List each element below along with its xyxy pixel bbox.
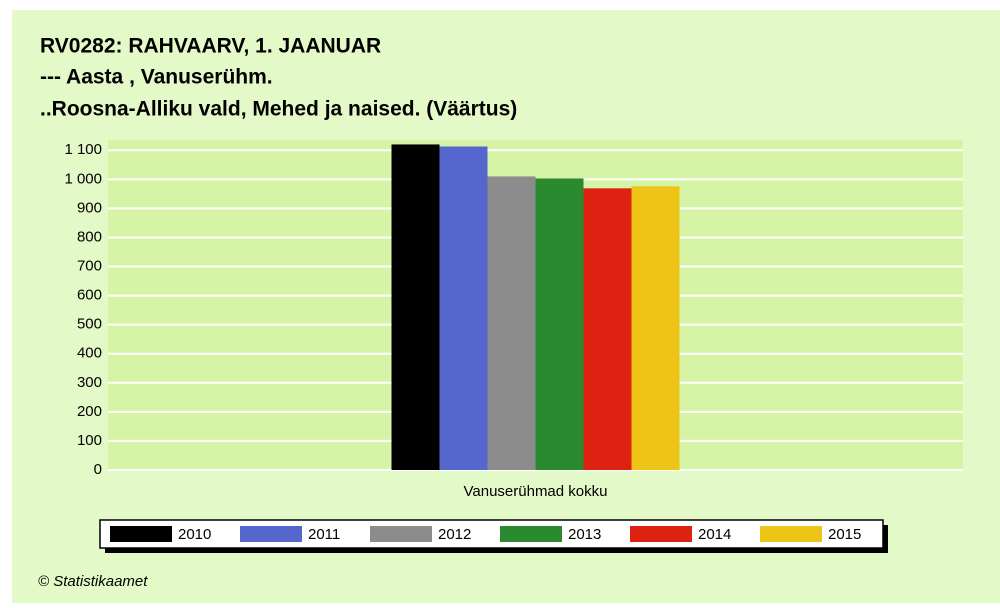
bar — [583, 188, 632, 470]
legend-label: 2010 — [178, 526, 211, 543]
y-tick-label: 0 — [94, 461, 102, 478]
legend-swatch — [500, 526, 562, 542]
chart-title: --- Aasta , Vanuserühm. — [40, 66, 273, 89]
legend-label: 2015 — [828, 526, 861, 543]
y-tick-label: 1 000 — [64, 170, 102, 187]
y-tick-label: 900 — [77, 199, 102, 216]
legend — [99, 519, 884, 549]
legend-swatch — [630, 526, 692, 542]
chart-title: ..Roosna-Alliku vald, Mehed ja naised. (… — [40, 98, 517, 121]
y-tick-label: 800 — [77, 228, 102, 245]
y-tick-label: 400 — [77, 345, 102, 362]
y-tick-label: 100 — [77, 432, 102, 449]
bar — [391, 144, 440, 470]
bar — [487, 176, 536, 470]
legend-swatch — [240, 526, 302, 542]
legend-label: 2013 — [568, 526, 601, 543]
legend-label: 2014 — [698, 526, 731, 543]
y-tick-label: 300 — [77, 374, 102, 391]
chart-title: RV0282: RAHVAARV, 1. JAANUAR — [40, 35, 381, 58]
legend-swatch — [370, 526, 432, 542]
x-tick-label: Vanuserühmad kokku — [464, 483, 608, 500]
y-tick-label: 1 100 — [64, 141, 102, 158]
y-tick-label: 500 — [77, 316, 102, 333]
bar — [535, 178, 584, 470]
bar — [631, 186, 680, 470]
source: © Statistikaamet — [38, 573, 148, 590]
legend-label: 2012 — [438, 526, 471, 543]
bar — [439, 146, 488, 470]
y-tick-label: 200 — [77, 403, 102, 420]
legend-label: 2011 — [308, 526, 340, 543]
y-tick-label: 600 — [77, 287, 102, 304]
legend-swatch — [110, 526, 172, 542]
y-tick-label: 700 — [77, 258, 102, 275]
legend-swatch — [760, 526, 822, 542]
